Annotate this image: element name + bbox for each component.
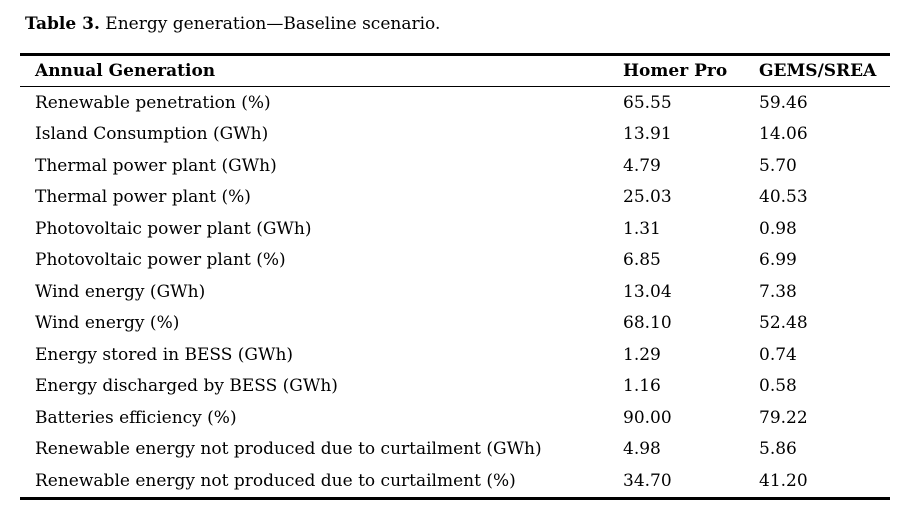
- homer-pro-value: 13.04: [623, 281, 672, 302]
- table-row: Energy stored in BESS (GWh) 1.29 0.74: [20, 339, 890, 371]
- gems-srea-value: 0.74: [759, 344, 797, 365]
- homer-pro-value: 25.03: [623, 187, 672, 208]
- homer-pro-value: 6.85: [623, 250, 661, 271]
- table-row: Energy discharged by BESS (GWh) 1.16 0.58: [20, 371, 890, 403]
- table-caption-text: Energy generation—Baseline scenario.: [99, 14, 441, 34]
- homer-pro-value: 4.98: [623, 439, 661, 460]
- gems-srea-value: 5.86: [759, 439, 797, 460]
- row-label: Renewable energy not produced due to cur…: [35, 470, 516, 491]
- column-header-gems-srea: GEMS/SREA: [759, 61, 877, 81]
- table-row: Wind energy (%) 68.10 52.48: [20, 308, 890, 340]
- row-label: Renewable energy not produced due to cur…: [35, 439, 542, 460]
- row-label: Wind energy (GWh): [35, 281, 206, 302]
- table-row: Photovoltaic power plant (%) 6.85 6.99: [20, 245, 890, 277]
- table-body: Renewable penetration (%) 65.55 59.46 Islan…: [20, 87, 890, 497]
- table-row: Wind energy (GWh) 13.04 7.38: [20, 276, 890, 308]
- row-label: Thermal power plant (GWh): [35, 155, 277, 176]
- homer-pro-value: 1.29: [623, 344, 661, 365]
- gems-srea-value: 79.22: [759, 407, 808, 428]
- row-label: Renewable penetration (%): [35, 92, 271, 113]
- homer-pro-value: 90.00: [623, 407, 672, 428]
- gems-srea-value: 0.98: [759, 218, 797, 239]
- gems-srea-value: 40.53: [759, 187, 808, 208]
- row-label: Thermal power plant (%): [35, 187, 251, 208]
- homer-pro-value: 65.55: [623, 92, 672, 113]
- table-row: Thermal power plant (GWh) 4.79 5.70: [20, 150, 890, 182]
- table-row: Island Consumption (GWh) 13.91 14.06: [20, 119, 890, 151]
- homer-pro-value: 1.31: [623, 218, 661, 239]
- table-row: Renewable penetration (%) 65.55 59.46: [20, 87, 890, 119]
- table-row: Renewable energy not produced due to cur…: [20, 465, 890, 497]
- gems-srea-value: 41.20: [759, 470, 808, 491]
- homer-pro-value: 34.70: [623, 470, 672, 491]
- table-caption-number: Table 3.: [25, 14, 100, 34]
- gems-srea-value: 7.38: [759, 281, 797, 302]
- homer-pro-value: 1.16: [623, 376, 661, 397]
- row-label: Energy stored in BESS (GWh): [35, 344, 294, 365]
- gems-srea-value: 0.58: [759, 376, 797, 397]
- table-row: Photovoltaic power plant (GWh) 1.31 0.98: [20, 213, 890, 245]
- row-label: Batteries efficiency (%): [35, 407, 237, 428]
- table-row: Thermal power plant (%) 25.03 40.53: [20, 182, 890, 214]
- gems-srea-value: 59.46: [759, 92, 808, 113]
- row-label: Photovoltaic power plant (%): [35, 250, 286, 271]
- table-row: Batteries efficiency (%) 90.00 79.22: [20, 402, 890, 434]
- table-header-row: Annual Generation Homer Pro GEMS/SREA: [20, 56, 890, 87]
- table-row: Renewable energy not produced due to cur…: [20, 434, 890, 466]
- column-header-homer-pro: Homer Pro: [623, 61, 728, 81]
- row-label: Wind energy (%): [35, 313, 180, 334]
- table-caption: Table 3. Energy generation—Baseline scen…: [25, 13, 440, 35]
- energy-generation-table: Annual Generation Homer Pro GEMS/SREA Re…: [20, 53, 890, 500]
- homer-pro-value: 13.91: [623, 124, 672, 145]
- gems-srea-value: 14.06: [759, 124, 808, 145]
- gems-srea-value: 52.48: [759, 313, 808, 334]
- row-label: Photovoltaic power plant (GWh): [35, 218, 312, 239]
- gems-srea-value: 5.70: [759, 155, 797, 176]
- column-header-annual-generation: Annual Generation: [35, 61, 216, 81]
- row-label: Island Consumption (GWh): [35, 124, 269, 145]
- gems-srea-value: 6.99: [759, 250, 797, 271]
- homer-pro-value: 4.79: [623, 155, 661, 176]
- homer-pro-value: 68.10: [623, 313, 672, 334]
- row-label: Energy discharged by BESS (GWh): [35, 376, 338, 397]
